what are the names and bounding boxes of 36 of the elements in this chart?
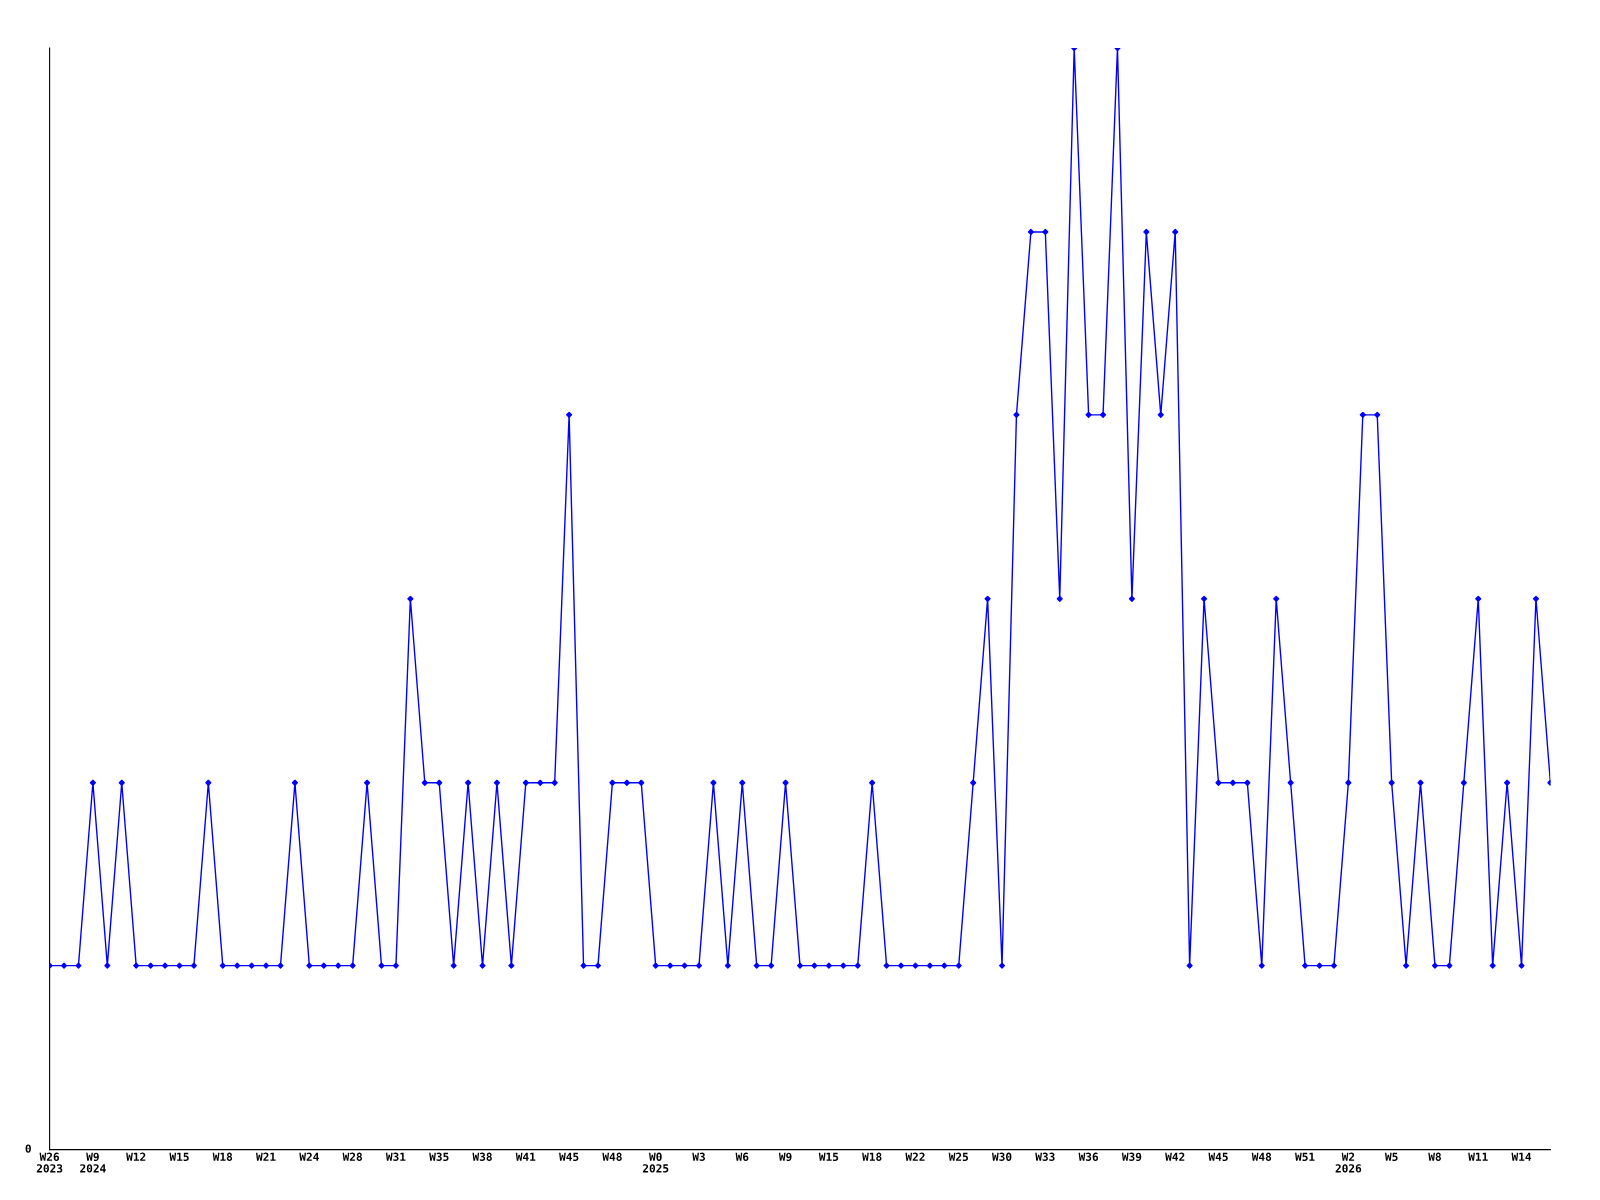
x-tick-label: W3 <box>692 1152 705 1161</box>
x-tick-label: W14 <box>1511 1152 1532 1161</box>
x-tick-label: W39 <box>1121 1152 1142 1162</box>
x-tick-label: W45 <box>1208 1152 1228 1161</box>
x-tick-label: W18 <box>212 1152 233 1161</box>
x-tick-label: W28 <box>342 1152 362 1161</box>
x-tick-label: W5 <box>1384 1152 1398 1161</box>
x-tick-label: W26 2023 <box>36 1152 63 1173</box>
x-tick-label: W45 <box>559 1152 579 1161</box>
x-tick-label: W48 <box>602 1152 622 1161</box>
x-tick-label: W48 <box>1251 1152 1272 1161</box>
x-tick-label: W12 <box>126 1152 146 1161</box>
x-tick-label: W15 <box>169 1152 189 1161</box>
x-tick-label: W25 <box>948 1152 969 1161</box>
x-tick-label: W30 <box>992 1152 1012 1161</box>
x-tick-label: W51 <box>1295 1152 1315 1161</box>
x-tick-label: W22 <box>905 1152 925 1161</box>
x-tick-label: W0 2025 <box>642 1152 669 1173</box>
x-tick-label: W24 <box>299 1152 319 1161</box>
x-tick-label: W21 <box>256 1152 276 1161</box>
x-tick-label: W6 <box>735 1152 749 1161</box>
x-tick-label: W11 <box>1468 1152 1488 1161</box>
x-tick-label: W18 <box>862 1152 882 1161</box>
text: 0 <box>25 1144 31 1153</box>
x-tick-label: W38 <box>472 1152 492 1161</box>
x-tick-label: W8 <box>1428 1152 1441 1161</box>
x-tick-label: W41 <box>515 1152 536 1161</box>
x-tick-label: W31 <box>385 1152 406 1161</box>
x-tick-label: W9 2024 <box>80 1152 106 1173</box>
x-tick-label: W36 <box>1078 1152 1099 1161</box>
x-tick-label: W33 <box>1035 1152 1055 1161</box>
x-tick-label: W2 2026 <box>1335 1152 1362 1173</box>
x-tick-label: W9 <box>778 1152 792 1162</box>
x-tick-label: W15 <box>818 1152 839 1161</box>
x-tick-label: W42 <box>1165 1152 1185 1161</box>
x-tick-label: W35 <box>429 1152 449 1161</box>
